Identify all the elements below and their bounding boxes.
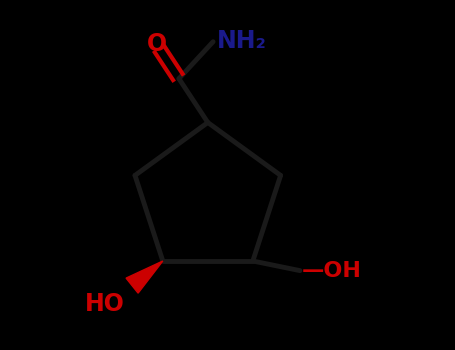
Polygon shape xyxy=(126,261,163,293)
Text: NH₂: NH₂ xyxy=(217,29,267,53)
Text: O: O xyxy=(147,32,167,56)
Text: —OH: —OH xyxy=(302,261,362,281)
Text: HO: HO xyxy=(85,292,125,316)
